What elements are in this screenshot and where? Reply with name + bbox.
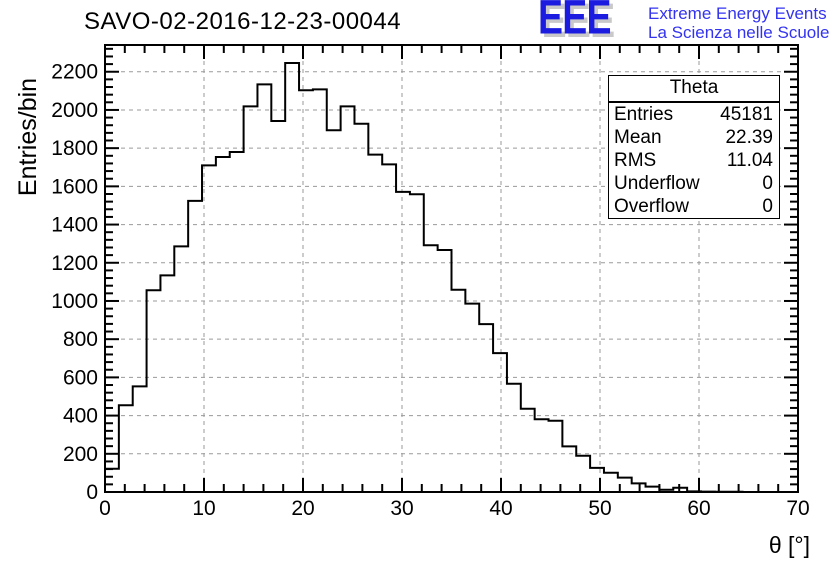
stat-value: 45181 [720,104,773,125]
x-tick-label: 70 [786,497,809,520]
stat-label: Underflow [614,173,700,194]
stat-label: Mean [614,127,662,148]
y-tick-label: 1000 [51,290,98,313]
y-tick-label: 400 [63,405,98,428]
stats-box: Theta Entries 45181 Mean 22.39 RMS 11.04… [608,75,780,219]
eee-logo-line1: Extreme Energy Events [648,4,827,23]
stats-box-title: Theta [609,76,779,103]
x-tick-label: 20 [291,497,314,520]
y-tick-label: 1200 [51,252,98,275]
stat-label: RMS [614,150,657,171]
y-tick-label: 2000 [51,99,98,122]
stat-value: 22.39 [725,127,773,148]
x-axis-title: θ [°] [768,532,810,558]
x-tick-label: 30 [390,497,413,520]
plot-title: SAVO-02-2016-12-23-00044 [84,8,402,35]
stat-label: Entries [614,104,674,125]
stats-row: Entries 45181 [609,103,779,126]
y-tick-label: 1400 [51,214,98,237]
stats-row: Overflow 0 [609,195,779,218]
y-tick-label: 800 [63,328,98,351]
stat-value: 11.04 [726,150,773,171]
eee-logo: EEE Extreme Energy Events La Scienza nel… [538,0,836,48]
stat-value: 0 [762,196,773,217]
y-tick-label: 1600 [51,175,98,198]
x-tick-label: 10 [192,497,215,520]
stat-value: 0 [762,173,773,194]
y-tick-label: 600 [63,366,98,389]
stats-row: Underflow 0 [609,172,779,195]
x-tick-label: 50 [588,497,611,520]
y-tick-label: 200 [63,443,98,466]
stats-row: Mean 22.39 [609,126,779,149]
eee-logo-acronym: EEE [538,0,611,45]
x-tick-label: 0 [99,497,111,520]
y-tick-label: 1800 [51,137,98,160]
x-tick-label: 60 [687,497,710,520]
eee-logo-text: Extreme Energy Events La Scienza nelle S… [648,4,829,42]
plot-frame [104,44,799,493]
x-tick-label: 40 [489,497,512,520]
eee-logo-line2: La Scienza nelle Scuole [648,23,830,42]
stats-row: RMS 11.04 [609,149,779,172]
stat-label: Overflow [614,196,689,217]
y-tick-label: 2200 [51,61,98,84]
y-tick-label: 0 [86,481,98,504]
y-axis-title: Entries/bin [14,77,42,197]
